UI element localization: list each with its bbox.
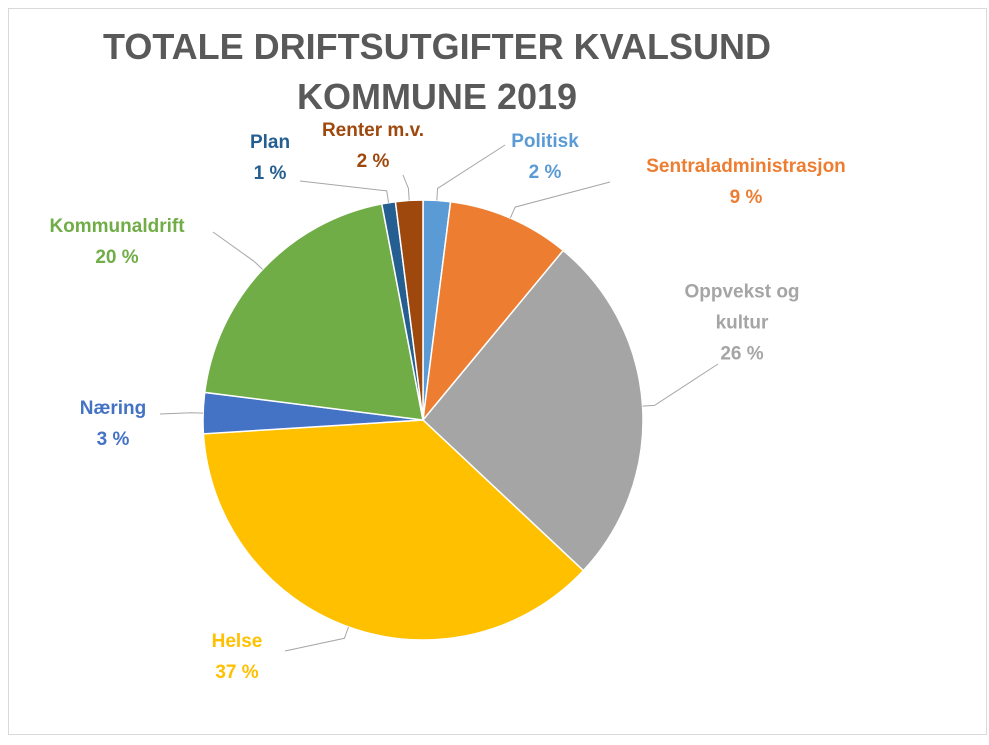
chart-border [8, 8, 987, 735]
value-label: 3 % [96, 429, 130, 450]
pie-slice [394, 199, 424, 421]
category-label: Oppvekst og kultur [684, 281, 800, 334]
value-label: 20 % [95, 247, 139, 268]
data-label: Renter m.v. 2 % [303, 115, 443, 177]
data-label: Plan 1 % [230, 127, 310, 189]
category-label: Næring [79, 398, 147, 419]
category-label: Politisk [511, 131, 579, 152]
value-label: 37 % [215, 662, 259, 683]
category-label: Renter m.v. [321, 120, 425, 141]
value-label: 2 % [356, 151, 390, 172]
leader-line [212, 231, 263, 270]
data-label: Oppvekst og kultur 26 % [667, 277, 817, 370]
data-label: Politisk 2 % [475, 126, 615, 188]
leader-line [509, 181, 611, 219]
pie-slice [203, 203, 424, 421]
category-label: Sentraladministrasjon [646, 156, 846, 177]
category-label: Plan [249, 132, 291, 153]
pie-slice [421, 200, 565, 423]
leader-line [159, 412, 204, 415]
data-label: Næring 3 % [63, 393, 163, 455]
category-label: Kommunaldrift [49, 216, 185, 237]
value-label: 1 % [253, 163, 287, 184]
data-label: Kommunaldrift 20 % [17, 211, 217, 273]
value-label: 26 % [720, 343, 764, 365]
data-label: Sentraladministrasjon 9 % [616, 151, 876, 213]
pie-slice [421, 249, 644, 572]
leader-line [436, 144, 506, 201]
pie-slice [202, 419, 585, 641]
category-label: Helse [211, 631, 263, 652]
data-label: Helse 37 % [187, 626, 287, 688]
chart-title: TOTALE DRIFTSUTGIFTER KVALSUND KOMMUNE 2… [103, 26, 771, 117]
leader-line [642, 363, 719, 407]
leader-line [402, 174, 410, 201]
leader-line [284, 626, 349, 652]
value-label: 2 % [528, 162, 562, 183]
value-label: 9 % [729, 187, 763, 208]
leader-line [299, 180, 390, 203]
